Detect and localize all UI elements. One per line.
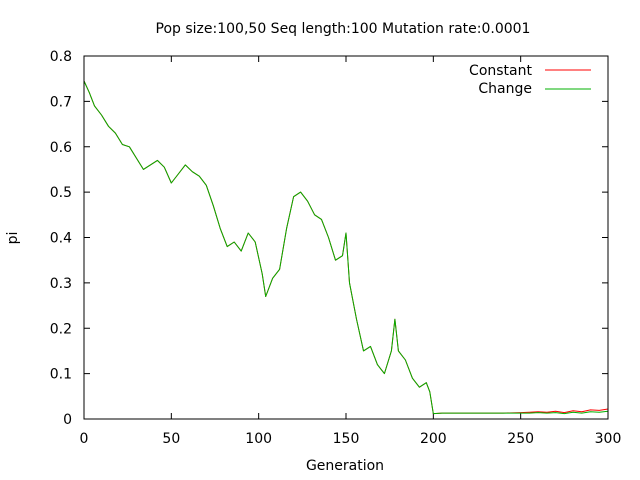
x-tick-label: 0	[80, 431, 89, 447]
x-axis-title: Generation	[306, 458, 384, 474]
legend-label-constant: Constant	[469, 63, 532, 79]
x-tick-label: 50	[162, 431, 180, 447]
x-tick-label: 250	[507, 431, 534, 447]
x-tick-label: 300	[595, 431, 622, 447]
x-axis-ticks: 0 50 100 150 200 250 300	[80, 56, 622, 447]
y-tick-label: 0.3	[50, 276, 72, 292]
y-tick-label: 0.6	[50, 140, 72, 156]
series-line-change	[83, 80, 609, 415]
x-tick-label: 150	[333, 431, 360, 447]
x-tick-label: 200	[420, 431, 447, 447]
y-tick-label: 0.8	[50, 49, 72, 65]
plot-frame	[83, 55, 609, 420]
y-tick-label: 0.1	[50, 367, 72, 383]
y-axis-title: pi	[5, 232, 21, 245]
series-layer	[83, 80, 609, 415]
y-tick-label: 0.2	[50, 321, 72, 337]
legend: Constant Change	[469, 63, 591, 97]
y-tick-label: 0	[63, 412, 72, 428]
y-axis-ticks: 0 0.1 0.2 0.3 0.4 0.5 0.6 0.7 0.8	[50, 49, 608, 428]
y-tick-label: 0.4	[50, 231, 72, 247]
y-tick-label: 0.7	[50, 94, 72, 110]
x-tick-label: 100	[245, 431, 272, 447]
y-tick-label: 0.5	[50, 185, 72, 201]
chart-title: Pop size:100,50 Seq length:100 Mutation …	[156, 21, 531, 37]
legend-label-change: Change	[478, 81, 532, 97]
